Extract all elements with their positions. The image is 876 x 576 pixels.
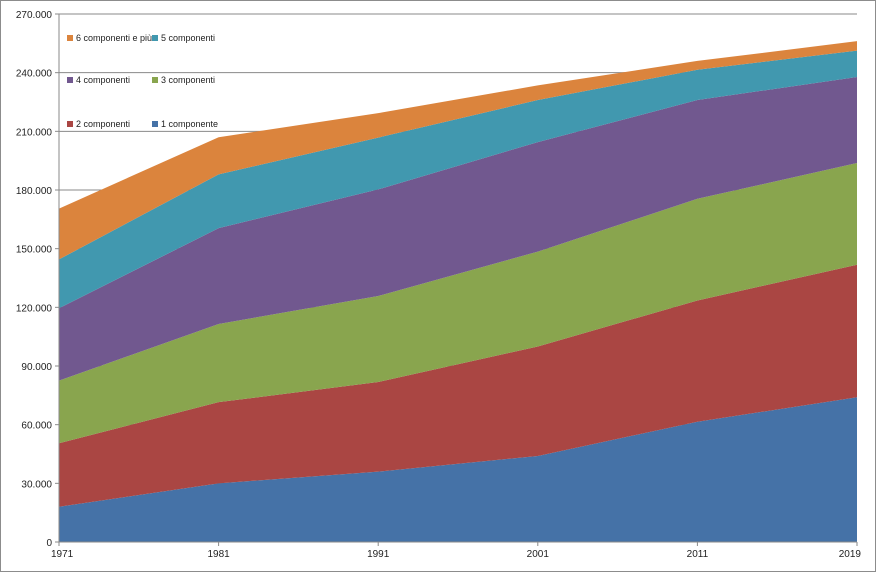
area-3-componenti (59, 163, 857, 444)
area-6-componenti-e-pi (59, 41, 857, 260)
legend-item-4-componenti: 4 componenti (67, 75, 130, 85)
legend-swatch (152, 121, 158, 127)
y-tick-label: 210.000 (16, 127, 53, 138)
x-tick-label: 2001 (527, 549, 550, 560)
legend-label: 2 componenti (76, 119, 130, 129)
x-tick-label: 1971 (51, 549, 74, 560)
x-tick-label: 2011 (687, 549, 709, 560)
y-tick-label: 270.000 (16, 10, 53, 21)
y-tick-label: 0 (46, 538, 52, 549)
area-series (59, 41, 857, 542)
legend-swatch (152, 35, 158, 41)
legend-label: 3 componenti (161, 75, 215, 85)
area-5-componenti (59, 50, 857, 309)
legend-label: 5 componenti (161, 33, 215, 43)
y-tick-label: 60.000 (21, 421, 52, 432)
y-tick-label: 90.000 (21, 362, 52, 373)
y-tick-label: 30.000 (21, 479, 52, 490)
legend-swatch (67, 121, 73, 127)
area-2-componenti (59, 264, 857, 507)
y-tick-label: 150.000 (16, 245, 53, 256)
area-4-componenti (59, 76, 857, 381)
legend-item-1-componente: 1 componente (152, 119, 218, 129)
x-tick-label: 1981 (207, 549, 230, 560)
legend-label: 6 componenti e più (76, 33, 152, 43)
legend: 6 componenti e più 5 componenti 4 componen… (67, 33, 218, 129)
x-tick-label: 1991 (367, 549, 390, 560)
legend-item-3-componenti: 3 componenti (152, 75, 215, 85)
legend-item-6-componenti-e-pi: 6 componenti e più (67, 33, 152, 43)
x-tick-label: 2019 (839, 549, 862, 560)
legend-swatch (67, 77, 73, 83)
axes: 0 30.000 60.000 90.000 120.000 150.000 180.000… (16, 10, 862, 560)
area-1-componente (59, 397, 857, 542)
legend-swatch (67, 35, 73, 41)
y-tick-label: 120.000 (16, 303, 53, 314)
legend-swatch (152, 77, 158, 83)
legend-item-2-componenti: 2 componenti (67, 119, 130, 129)
legend-label: 4 componenti (76, 75, 130, 85)
y-tick-label: 240.000 (16, 69, 53, 80)
y-tick-label: 180.000 (16, 186, 53, 197)
legend-item-5-componenti: 5 componenti (152, 33, 215, 43)
legend-label: 1 componente (161, 119, 218, 129)
